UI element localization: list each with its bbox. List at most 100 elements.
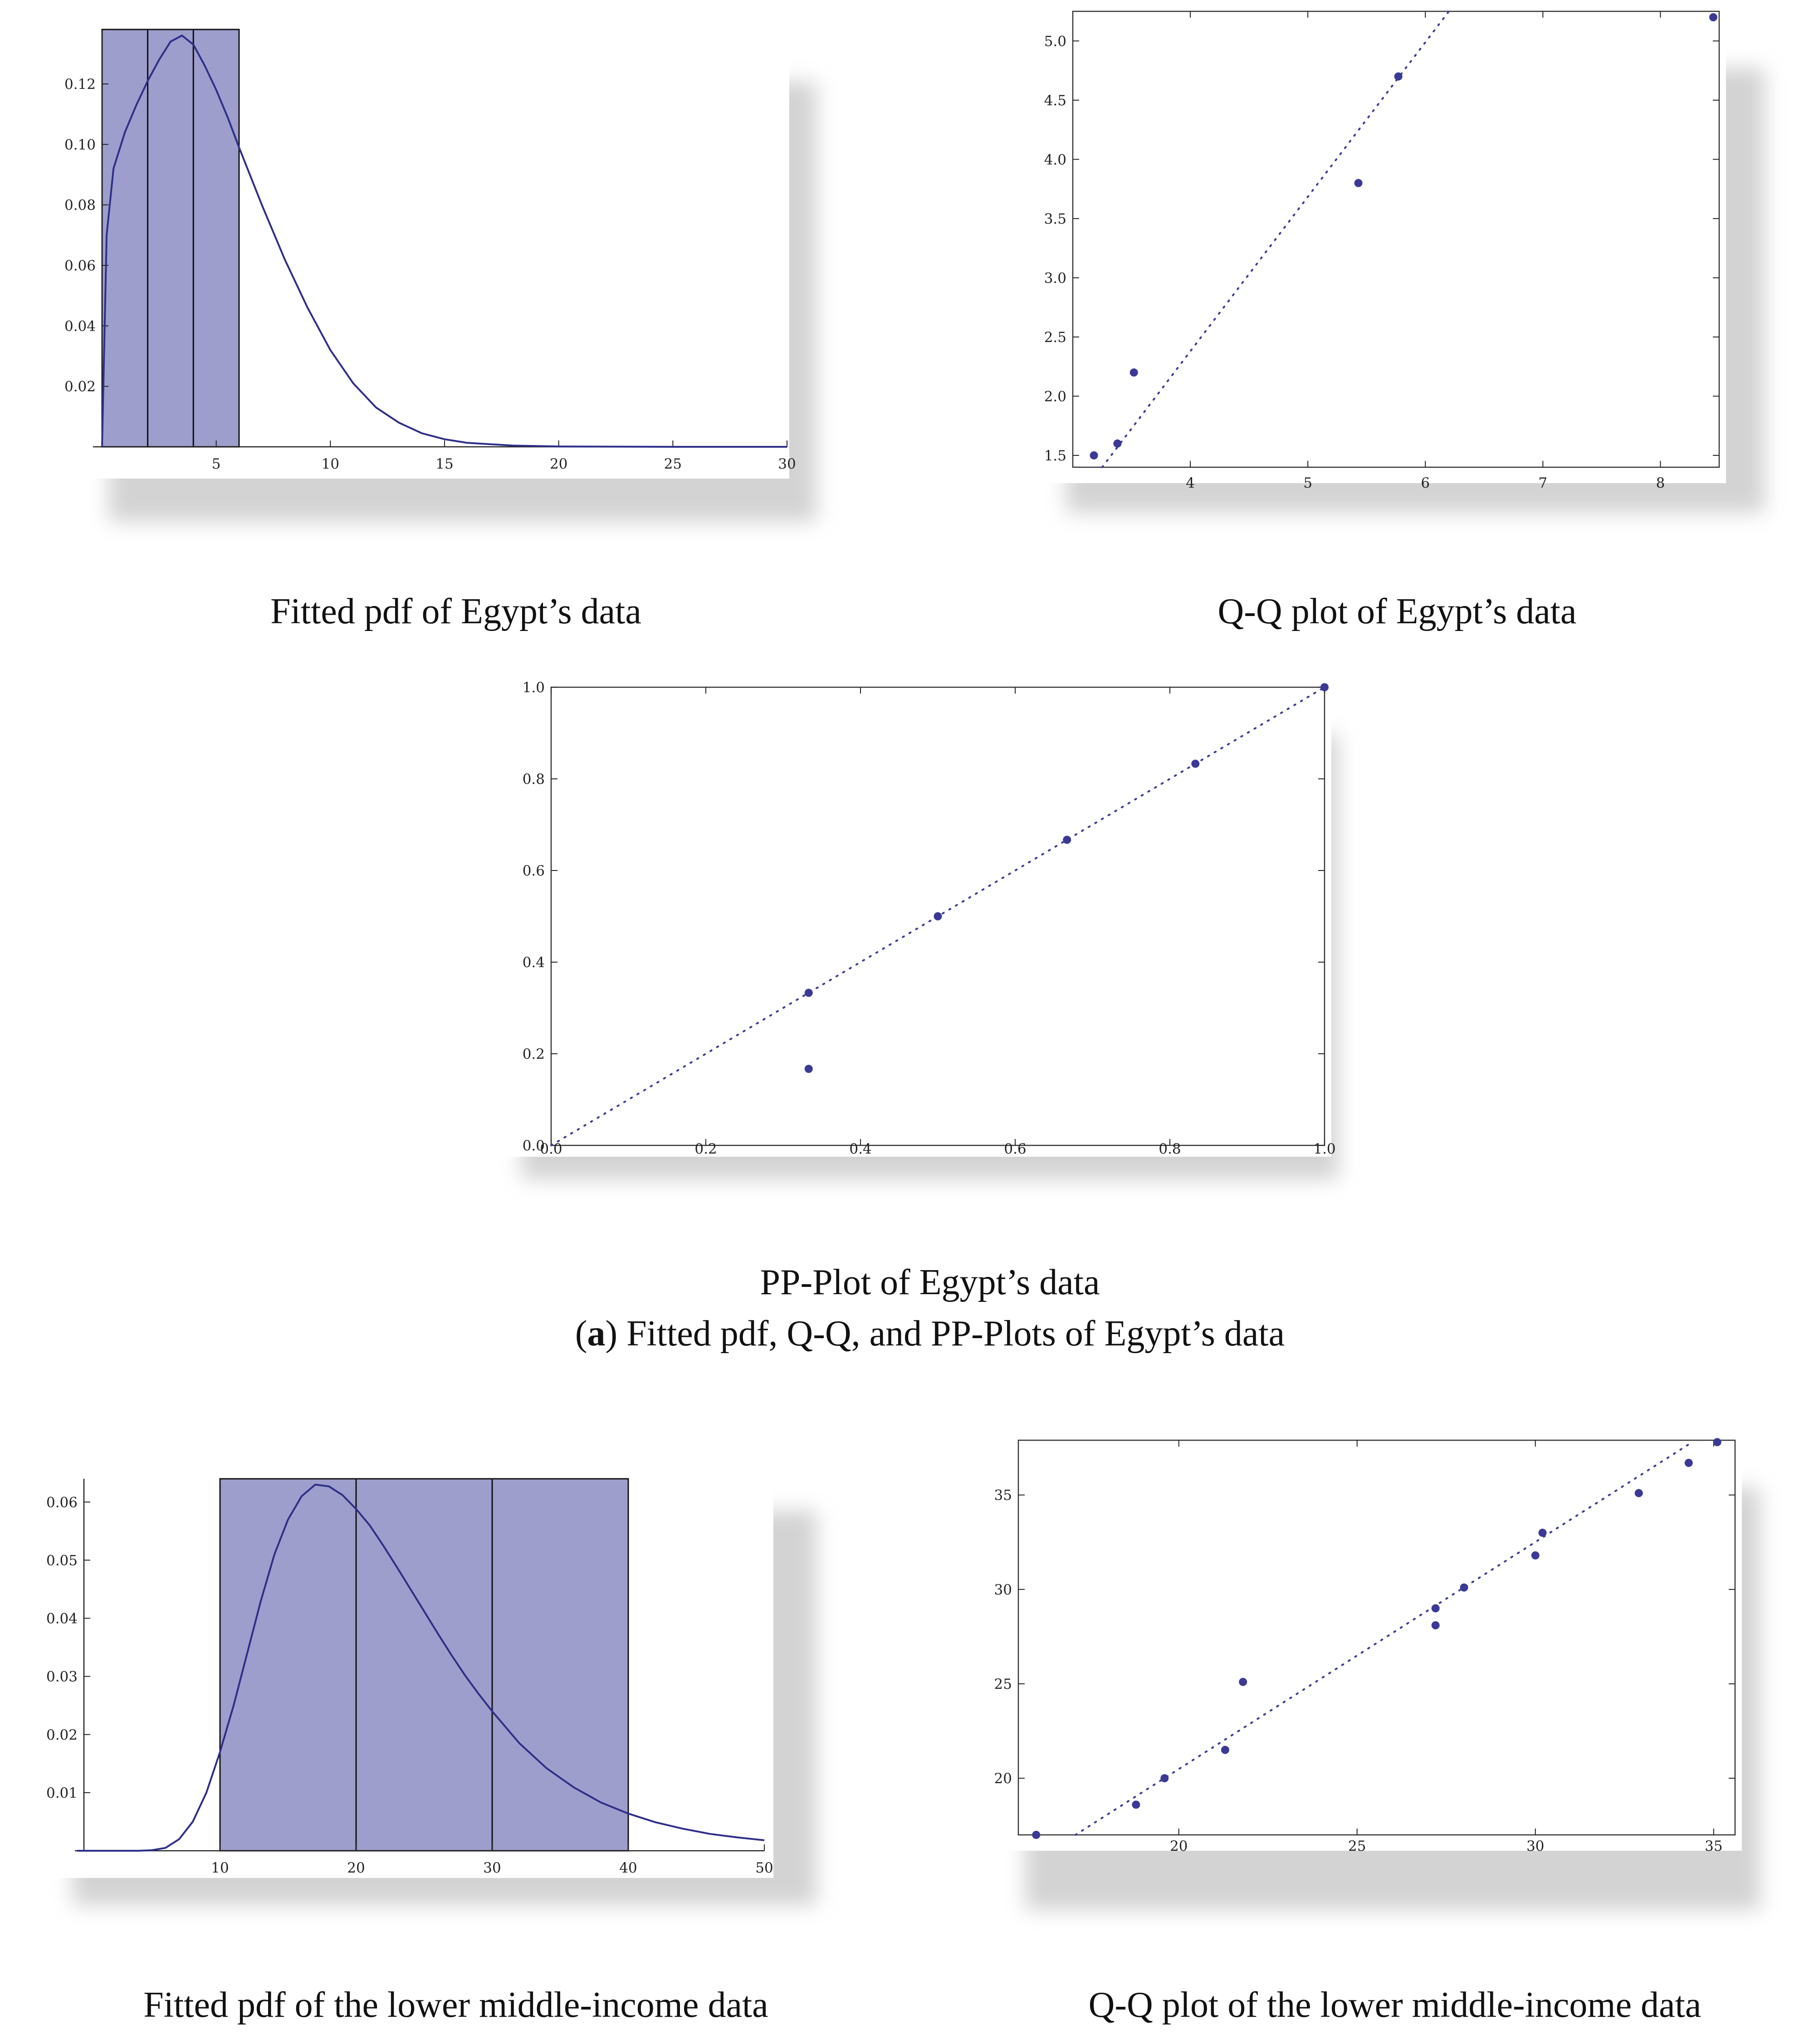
data-point	[1132, 1800, 1140, 1809]
data-point	[1160, 1774, 1169, 1783]
histogram-bar	[192, 29, 240, 448]
x-tick-label: 0.2	[694, 1141, 717, 1157]
plot-frame	[1072, 10, 1720, 468]
y-tick-label: 0.08	[64, 197, 96, 214]
data-point	[1431, 1621, 1440, 1629]
y-tick-label: 0.10	[64, 137, 96, 153]
data-point	[1221, 1746, 1229, 1754]
data-point	[1113, 439, 1122, 448]
data-point	[1320, 683, 1329, 691]
y-tick-label: 0.06	[64, 258, 96, 274]
y-tick-label: 0.0	[523, 1138, 545, 1154]
y-tick-label: 0.01	[46, 1785, 78, 1801]
x-tick-label: 15	[435, 456, 453, 472]
data-point	[1090, 451, 1098, 460]
histogram-bar	[101, 29, 149, 448]
data-point	[1354, 179, 1363, 187]
qq-lmi-plot: 20 25 30 35 20 25 30 35	[994, 1438, 1736, 1854]
x-tick-label: 0.4	[849, 1141, 871, 1157]
y-tick-label: 0.6	[523, 863, 545, 879]
y-tick-label: 35	[994, 1487, 1012, 1504]
y-tick-label: 0.12	[64, 76, 96, 93]
y-tick-label: 0.05	[46, 1552, 78, 1569]
x-tick-label: 1.0	[1313, 1141, 1335, 1157]
data-point	[1239, 1677, 1247, 1686]
caption-pp-egypt: PP-Plot of Egypt’s data	[760, 1262, 1100, 1302]
caption-pdf-lmi: Fitted pdf of the lower middle-income da…	[143, 1985, 768, 2025]
data-point	[1538, 1528, 1547, 1537]
y-tick-label: 0.03	[46, 1669, 78, 1685]
x-tick-label: 25	[1348, 1838, 1366, 1854]
y-tick-label: 2.0	[1044, 388, 1066, 405]
x-tick-label: 4	[1186, 475, 1195, 491]
plot-frame	[1017, 1439, 1736, 1836]
caption-qq-lmi: Q-Q plot of the lower middle-income data	[1088, 1985, 1701, 2025]
data-point	[1063, 836, 1071, 844]
x-tick-label: 7	[1538, 475, 1547, 491]
data-point	[1531, 1551, 1540, 1560]
qq-egypt-plot: 4 5 6 7 8 1.5 2.0 2.5 3.0 3.5 4.0 4.5 5.0	[1044, 10, 1720, 491]
x-tick-label: 30	[778, 456, 796, 472]
data-point	[804, 988, 813, 997]
chart-pdf-egypt: 5 10 15 20 25 30 0.02 0.04 0.06 0.08 0.10 0.12	[59, 25, 796, 479]
x-tick-label: 40	[619, 1860, 637, 1876]
chart-qq-egypt: 4 5 6 7 8 1.5 2.0 2.5 3.0 3.5 4.0 4.5 5.0	[1023, 7, 1726, 491]
y-tick-label: 3.5	[1044, 211, 1066, 227]
histogram-bar	[219, 1478, 357, 1852]
data-point	[1684, 1458, 1693, 1467]
y-tick-label: 0.02	[64, 379, 96, 395]
reference-line	[1101, 10, 1450, 468]
data-point	[804, 1065, 813, 1073]
x-tick-label: 0.6	[1004, 1141, 1026, 1157]
x-tick-label: 0.8	[1159, 1141, 1181, 1157]
data-point	[1460, 1583, 1468, 1592]
data-point	[1191, 759, 1200, 768]
x-tick-label: 5	[212, 456, 221, 472]
y-tick-label: 0.4	[523, 954, 545, 971]
y-tick-label: 0.06	[46, 1494, 78, 1511]
caption-group-a-text: ) Fitted pdf, Q-Q, and PP-Plots of Egypt…	[605, 1314, 1285, 1354]
y-tick-label: 0.8	[523, 771, 545, 787]
y-tick-label: 0.02	[46, 1727, 78, 1743]
x-tick-label: 10	[322, 456, 339, 472]
x-tick-label: 20	[550, 456, 567, 472]
y-tick-label: 25	[994, 1676, 1012, 1692]
caption-group-a: (a) Fitted pdf, Q-Q, and PP-Plots of Egy…	[408, 1315, 1452, 1352]
x-tick-label: 10	[211, 1860, 229, 1876]
x-tick-label: 5	[1303, 475, 1312, 491]
fitted-pdf-curve	[77, 1483, 765, 1852]
data-point	[1713, 1438, 1721, 1447]
histogram-bar	[147, 29, 194, 448]
data-point	[934, 912, 942, 920]
y-tick-label: 3.0	[1044, 270, 1066, 286]
x-tick-label: 35	[1705, 1838, 1722, 1854]
y-tick-label: 2.5	[1044, 329, 1066, 346]
y-tick-label: 0.2	[523, 1046, 545, 1062]
data-point	[1431, 1604, 1440, 1613]
reference-line	[1074, 1441, 1693, 1836]
data-point	[1394, 72, 1403, 81]
y-tick-label: 1.0	[523, 680, 545, 696]
y-tick-label: 4.5	[1044, 93, 1066, 109]
chart-pdf-lmi: 10 20 30 40 50 0.01 0.02 0.03 0.04 0.05 0.06	[39, 1474, 773, 1878]
data-point	[1709, 13, 1718, 22]
fitted-pdf-curve	[101, 34, 787, 448]
y-tick-label: 5.0	[1044, 33, 1066, 49]
chart-qq-lmi: 20 25 30 35 20 25 30 35	[984, 1433, 1742, 1854]
x-tick-label: 20	[347, 1860, 365, 1876]
x-tick-label: 8	[1656, 475, 1665, 491]
x-tick-label: 30	[1526, 1838, 1544, 1854]
x-tick-label: 30	[483, 1860, 501, 1876]
x-tick-label: 20	[1170, 1838, 1188, 1854]
y-tick-label: 30	[994, 1582, 1012, 1598]
y-tick-label: 0.04	[64, 318, 96, 334]
y-tick-label: 20	[994, 1770, 1012, 1787]
pdf-lmi-plot: 10 20 30 40 50 0.01 0.02 0.03 0.04 0.05 0.06	[46, 1478, 773, 1876]
pp-egypt-plot: 0.0 0.2 0.4 0.6 0.8 1.0 0.0 0.2 0.4 0.6 0.8 1.0	[523, 680, 1336, 1157]
x-tick-label: 6	[1421, 475, 1430, 491]
histogram-bar	[491, 1478, 629, 1852]
pdf-egypt-plot: 5 10 15 20 25 30 0.02 0.04 0.06 0.08 0.10 0.12	[64, 29, 796, 472]
data-point	[1634, 1489, 1643, 1497]
y-tick-label: 4.0	[1044, 152, 1066, 168]
caption-group-a-open: (	[575, 1314, 587, 1354]
